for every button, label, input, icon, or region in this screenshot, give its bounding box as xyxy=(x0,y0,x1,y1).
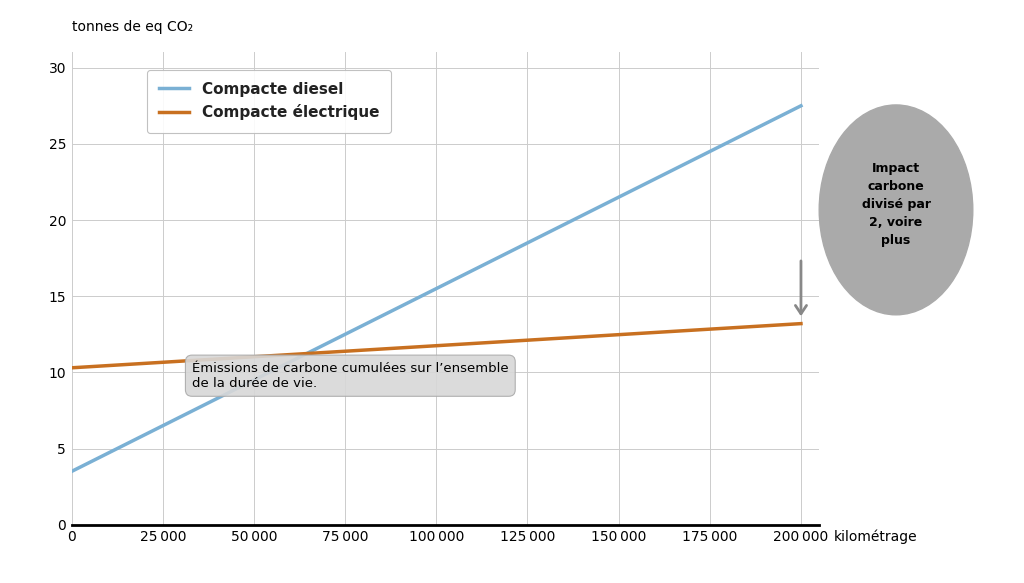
Text: Impact
carbone
divisé par
2, voire
plus: Impact carbone divisé par 2, voire plus xyxy=(861,161,931,247)
Text: kilométrage: kilométrage xyxy=(835,529,918,544)
Legend: Compacte diesel, Compacte électrique: Compacte diesel, Compacte électrique xyxy=(146,69,391,133)
Text: tonnes de eq CO₂: tonnes de eq CO₂ xyxy=(72,20,193,34)
Text: Émissions de carbone cumulées sur l’ensemble
de la durée de vie.: Émissions de carbone cumulées sur l’ense… xyxy=(193,361,509,389)
